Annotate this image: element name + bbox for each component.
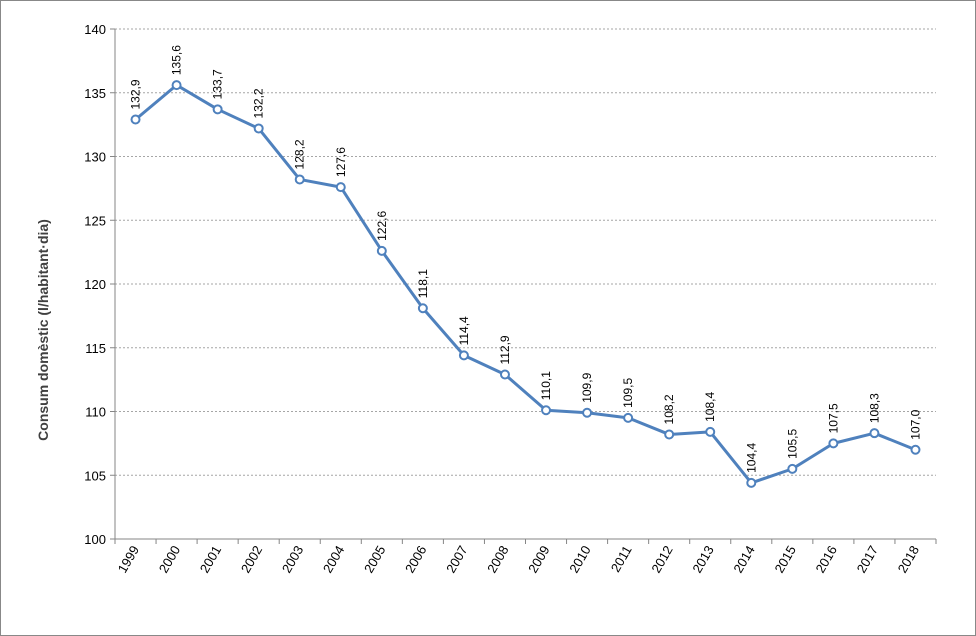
y-tick-label: 130 (84, 150, 106, 165)
x-tick-label: 1999 (115, 543, 142, 576)
data-point (787, 463, 798, 474)
x-tick-label: 2013 (689, 543, 716, 576)
x-tick-labels: 1999 2000 2001 2002 2003 2004 2005 2006 2007 2008… (115, 543, 922, 576)
data-label: 114,4 (457, 316, 471, 345)
data-label: 127,6 (334, 147, 348, 177)
data-point (376, 245, 387, 256)
data-label: 133,7 (211, 69, 225, 99)
series-line (134, 83, 917, 485)
y-tick-label: 135 (84, 86, 106, 101)
data-label: 110,1 (539, 371, 553, 400)
x-tick-label: 2014 (730, 543, 757, 576)
data-label: 109,9 (580, 372, 594, 402)
data-point (417, 303, 428, 314)
y-tick-label: 120 (84, 277, 106, 292)
data-point (335, 182, 346, 193)
series-path (134, 83, 917, 485)
data-point (705, 426, 716, 437)
gridlines (115, 28, 936, 476)
x-tick-label: 2016 (813, 543, 840, 576)
x-tick-label: 2017 (854, 543, 881, 576)
y-tick-label: 115 (85, 341, 106, 356)
data-point (253, 123, 264, 134)
data-label: 105,5 (785, 429, 799, 459)
x-tick-label: 2018 (895, 543, 922, 576)
data-label: 107,0 (908, 409, 922, 439)
x-tick-label: 2012 (648, 543, 675, 576)
data-point (623, 412, 634, 423)
x-tick-label: 2010 (566, 543, 593, 576)
data-point (869, 428, 880, 439)
data-point (458, 350, 469, 361)
x-tick-label: 2003 (279, 543, 306, 576)
data-point (910, 444, 921, 455)
data-label: 122,6 (375, 210, 389, 240)
data-point (828, 438, 839, 449)
y-tick-label: 140 (84, 22, 106, 37)
x-tick-label: 2008 (484, 543, 511, 576)
data-point (664, 429, 675, 440)
y-tick-label: 110 (85, 405, 106, 420)
data-point (499, 369, 510, 380)
data-label: 108,3 (867, 393, 881, 423)
data-label: 132,9 (129, 79, 143, 109)
axes (110, 28, 937, 544)
x-tick-label: 2004 (320, 543, 347, 576)
x-tick-label: 2011 (608, 543, 635, 575)
data-label: 108,2 (662, 394, 676, 424)
y-tick-label: 100 (84, 532, 106, 547)
data-label: 108,4 (703, 392, 717, 422)
x-tick-label: 2005 (361, 543, 388, 576)
x-tick-label: 2015 (771, 543, 798, 576)
data-label: 112,9 (498, 335, 512, 364)
data-label: 109,5 (621, 378, 635, 408)
x-tick-label: 2007 (443, 543, 470, 576)
data-label: 128,2 (293, 139, 307, 169)
data-label: 132,2 (252, 88, 266, 118)
data-point (746, 477, 757, 488)
data-labels: 132,9 135,6 133,7 132,2 128,2 127,6 122,6 118,1… (129, 45, 923, 473)
data-point (541, 405, 552, 416)
y-tick-label: 125 (84, 213, 106, 228)
x-tick-label: 2000 (156, 543, 183, 576)
data-label: 135,6 (170, 45, 184, 75)
data-point (294, 174, 305, 185)
data-point (130, 114, 141, 125)
data-label: 118,1 (416, 269, 430, 298)
x-tick-label: 2001 (197, 543, 224, 576)
data-point (582, 407, 593, 418)
y-axis-label: Consum domèstic (l/habitant·dia) (35, 219, 51, 441)
y-tick-labels: 100 105 110 115 120 125 130 135 140 (84, 22, 106, 547)
x-tick-label: 2009 (525, 543, 552, 576)
data-point (212, 104, 223, 115)
data-label: 104,4 (744, 443, 758, 473)
data-points (130, 80, 921, 488)
x-tick-label: 2002 (238, 543, 265, 576)
data-label: 107,5 (826, 403, 840, 433)
data-point (171, 80, 182, 91)
x-tick-label: 2006 (402, 543, 429, 576)
y-tick-label: 105 (84, 468, 106, 483)
